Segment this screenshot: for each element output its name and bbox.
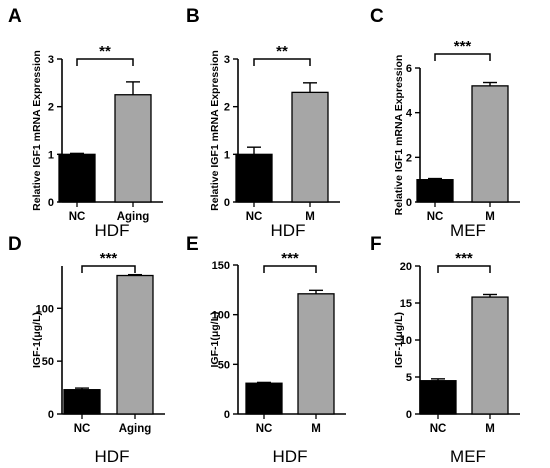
significance-bracket xyxy=(76,58,134,66)
y-axis-label: IGF-1(μg/L) xyxy=(393,312,405,368)
y-tick-label: 0 xyxy=(48,409,54,421)
y-tick-label: 0 xyxy=(224,409,230,421)
bar-aging xyxy=(114,94,152,203)
bar-m xyxy=(291,91,329,203)
y-tick-label: 1 xyxy=(48,149,54,161)
panel-c: C Relative IGF1 mRNA Expression 0 2 4 6 NC M ***… xyxy=(370,6,520,240)
panel-f: F IGF-1(μg/L) 0 5 10 15 20 NC M *** MEF xyxy=(370,234,520,466)
y-tick-label: 0 xyxy=(224,197,230,209)
group-label: HDF xyxy=(95,221,130,240)
bar-m xyxy=(297,293,335,415)
panel-a: A Relative IGF1 mRNA Expression 0 1 2 3 NC Agin… xyxy=(8,6,163,240)
bar-nc xyxy=(416,179,454,203)
bar-nc xyxy=(235,153,273,203)
y-tick-label: 1 xyxy=(224,149,230,161)
panel-d: D IGF-1(μg/L) 0 50 100 NC Aging *** HDF xyxy=(8,234,165,466)
significance-label: *** xyxy=(100,250,118,267)
x-tick-label: NC xyxy=(427,211,444,223)
group-label: MEF xyxy=(450,221,486,240)
y-axis-label: Relative IGF1 mRNA Expression xyxy=(209,50,221,211)
y-tick-label: 6 xyxy=(406,63,412,75)
bar-nc xyxy=(419,380,457,415)
bar-m xyxy=(471,296,509,415)
y-tick-label: 100 xyxy=(36,303,54,315)
significance-label: *** xyxy=(455,250,473,267)
y-tick-label: 50 xyxy=(218,359,230,371)
y-tick-label: 0 xyxy=(406,197,412,209)
panel-b: B Relative IGF1 mRNA Expression 0 1 2 3 NC M ** H… xyxy=(186,6,340,240)
significance-bracket xyxy=(81,265,136,273)
y-tick-label: 15 xyxy=(400,298,412,310)
significance-label: ** xyxy=(99,43,111,60)
panel-e: E IGF-1(μg/L) 0 50 100 150 NC M *** HDF xyxy=(186,234,346,466)
bar-nc xyxy=(58,153,96,203)
significance-bracket xyxy=(263,265,317,273)
y-tick-label: 10 xyxy=(400,335,412,347)
y-tick-label: 2 xyxy=(48,102,54,114)
group-label: HDF xyxy=(95,447,130,466)
y-tick-label: 150 xyxy=(212,260,230,272)
y-tick-label: 0 xyxy=(48,197,54,209)
bar-aging xyxy=(116,274,154,415)
significance-bracket xyxy=(437,265,491,273)
significance-label: ** xyxy=(276,43,288,60)
panel-letter: C xyxy=(370,6,384,27)
bar-nc xyxy=(245,382,283,415)
bar-nc xyxy=(63,389,101,415)
y-tick-label: 4 xyxy=(406,108,413,120)
x-tick-label: Aging xyxy=(117,211,150,223)
y-axis-label: Relative IGF1 mRNA Expression xyxy=(31,50,43,211)
significance-label: *** xyxy=(281,250,299,267)
significance-bracket xyxy=(434,53,491,61)
panel-letter: F xyxy=(370,234,382,255)
x-tick-label: M xyxy=(311,423,321,435)
y-tick-label: 20 xyxy=(400,261,412,273)
y-tick-label: 50 xyxy=(42,356,54,368)
bar-m xyxy=(471,85,509,203)
panel-letter: D xyxy=(8,234,22,255)
y-tick-label: 5 xyxy=(406,372,412,384)
panel-letter: A xyxy=(8,6,22,27)
y-tick-label: 3 xyxy=(48,54,54,66)
group-label: HDF xyxy=(271,221,306,240)
panel-letter: E xyxy=(186,234,199,255)
x-tick-label: M xyxy=(305,211,315,223)
x-tick-label: NC xyxy=(256,423,273,435)
group-label: HDF xyxy=(273,447,308,466)
y-axis-label: Relative IGF1 mRNA Expression xyxy=(393,55,405,216)
y-axis-label: IGF-1(μg/L) xyxy=(209,312,221,368)
group-label: MEF xyxy=(450,447,486,466)
x-tick-label: M xyxy=(485,211,495,223)
y-tick-label: 2 xyxy=(224,102,230,114)
x-tick-label: Aging xyxy=(119,423,152,435)
significance-bracket xyxy=(253,58,311,66)
x-tick-label: M xyxy=(485,423,495,435)
y-axis-label: IGF-1(μg/L) xyxy=(31,312,43,368)
significance-label: *** xyxy=(454,38,472,55)
y-tick-label: 2 xyxy=(406,152,412,164)
y-tick-label: 100 xyxy=(212,310,230,322)
x-tick-label: NC xyxy=(74,423,91,435)
y-tick-label: 0 xyxy=(406,409,412,421)
x-tick-label: NC xyxy=(430,423,447,435)
x-tick-label: NC xyxy=(246,211,263,223)
x-tick-label: NC xyxy=(69,211,86,223)
panel-letter: B xyxy=(186,6,200,27)
y-tick-label: 3 xyxy=(224,54,230,66)
